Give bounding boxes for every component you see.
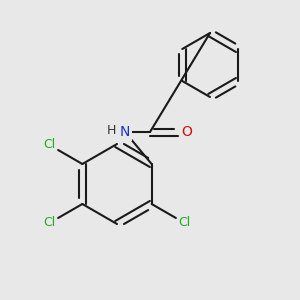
Text: O: O <box>182 125 192 139</box>
Text: Cl: Cl <box>43 139 56 152</box>
Text: Cl: Cl <box>178 217 191 230</box>
Text: N: N <box>120 125 130 139</box>
Text: Cl: Cl <box>43 217 56 230</box>
Text: H: H <box>106 124 116 136</box>
